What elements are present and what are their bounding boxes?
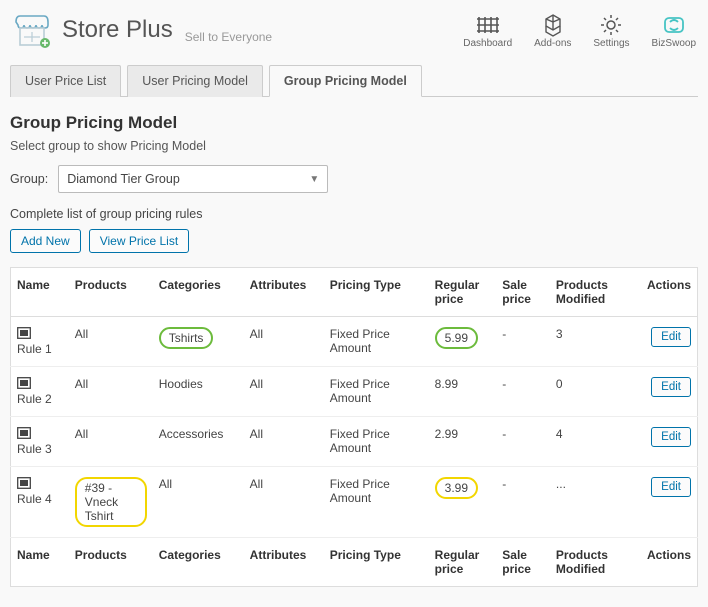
table-row: Rule 1AllTshirtsAllFixed Price Amount5.9…	[11, 317, 698, 367]
cell-regular-price: 3.99	[429, 467, 497, 538]
cell-regular-price: 2.99	[429, 417, 497, 467]
rule-name: Rule 2	[17, 392, 63, 406]
th-categories: Categories	[153, 268, 244, 317]
top-nav: Dashboard Add-ons	[463, 12, 696, 49]
header: Store Plus Sell to Everyone Dashboard	[10, 6, 698, 60]
cell-categories: Accessories	[153, 417, 244, 467]
cell-products: All	[69, 417, 153, 467]
cell-pricing-type: Fixed Price Amount	[324, 467, 429, 538]
edit-button[interactable]: Edit	[651, 377, 691, 397]
th-regular-price: Regular price	[429, 268, 497, 317]
tf-regular-price: Regular price	[429, 538, 497, 587]
edit-button[interactable]: Edit	[651, 477, 691, 497]
cell-attributes: All	[244, 367, 324, 417]
nav-addons-label: Add-ons	[534, 38, 571, 49]
settings-icon	[598, 12, 624, 38]
tabs: User Price List User Pricing Model Group…	[10, 64, 698, 97]
cell-sale-price: -	[496, 467, 550, 538]
th-actions: Actions	[632, 268, 698, 317]
cell-sale-price: -	[496, 317, 550, 367]
cell-attributes: All	[244, 467, 324, 538]
nav-settings[interactable]: Settings	[593, 12, 629, 49]
edit-button[interactable]: Edit	[651, 427, 691, 447]
cell-modified: 4	[550, 417, 632, 467]
th-sale-price: Sale price	[496, 268, 550, 317]
cell-pricing-type: Fixed Price Amount	[324, 317, 429, 367]
tab-user-pricing-model[interactable]: User Pricing Model	[127, 65, 263, 97]
th-products-modified: Products Modified	[550, 268, 632, 317]
nav-dashboard[interactable]: Dashboard	[463, 12, 512, 49]
cell-sale-price: -	[496, 367, 550, 417]
tf-categories: Categories	[153, 538, 244, 587]
tf-attributes: Attributes	[244, 538, 324, 587]
drag-handle-icon[interactable]	[17, 477, 63, 489]
group-select-value: Diamond Tier Group	[67, 172, 180, 186]
cell-modified: 0	[550, 367, 632, 417]
tf-products: Products	[69, 538, 153, 587]
tf-actions: Actions	[632, 538, 698, 587]
cell-pricing-type: Fixed Price Amount	[324, 367, 429, 417]
drag-handle-icon[interactable]	[17, 427, 63, 439]
rule-name: Rule 4	[17, 492, 63, 506]
rule-name: Rule 3	[17, 442, 63, 456]
nav-settings-label: Settings	[593, 38, 629, 49]
nav-bizswoop[interactable]: BizSwoop	[652, 12, 696, 49]
th-pricing-type: Pricing Type	[324, 268, 429, 317]
cell-regular-price: 8.99	[429, 367, 497, 417]
table-row: Rule 2AllHoodiesAllFixed Price Amount8.9…	[11, 367, 698, 417]
dashboard-icon	[475, 12, 501, 38]
cell-categories: Hoodies	[153, 367, 244, 417]
group-label: Group:	[10, 172, 48, 186]
cell-attributes: All	[244, 417, 324, 467]
th-products: Products	[69, 268, 153, 317]
drag-handle-icon[interactable]	[17, 327, 63, 339]
th-name: Name	[11, 268, 69, 317]
cell-modified: 3	[550, 317, 632, 367]
addons-icon	[540, 12, 566, 38]
brand-tagline: Sell to Everyone	[185, 30, 272, 44]
tf-sale-price: Sale price	[496, 538, 550, 587]
edit-button[interactable]: Edit	[651, 327, 691, 347]
drag-handle-icon[interactable]	[17, 377, 63, 389]
brand-title: Store Plus	[62, 16, 173, 44]
store-logo	[12, 10, 52, 50]
th-attributes: Attributes	[244, 268, 324, 317]
nav-bizswoop-label: BizSwoop	[652, 38, 696, 49]
cell-sale-price: -	[496, 417, 550, 467]
page-title: Group Pricing Model	[10, 113, 698, 133]
nav-addons[interactable]: Add-ons	[534, 12, 571, 49]
tab-user-price-list[interactable]: User Price List	[10, 65, 121, 97]
cell-products: #39 - Vneck Tshirt	[69, 467, 153, 538]
tf-pricing-type: Pricing Type	[324, 538, 429, 587]
view-price-list-button[interactable]: View Price List	[89, 229, 189, 253]
rules-table: Name Products Categories Attributes Pric…	[10, 267, 698, 587]
cell-pricing-type: Fixed Price Amount	[324, 417, 429, 467]
cell-attributes: All	[244, 317, 324, 367]
tf-products-modified: Products Modified	[550, 538, 632, 587]
tf-name: Name	[11, 538, 69, 587]
tab-group-pricing-model[interactable]: Group Pricing Model	[269, 65, 422, 97]
rule-name: Rule 1	[17, 342, 63, 356]
cell-regular-price: 5.99	[429, 317, 497, 367]
cell-products: All	[69, 317, 153, 367]
bizswoop-icon	[661, 12, 687, 38]
add-new-button[interactable]: Add New	[10, 229, 81, 253]
table-row: Rule 4#39 - Vneck TshirtAllAllFixed Pric…	[11, 467, 698, 538]
nav-dashboard-label: Dashboard	[463, 38, 512, 49]
table-row: Rule 3AllAccessoriesAllFixed Price Amoun…	[11, 417, 698, 467]
cell-modified: ...	[550, 467, 632, 538]
cell-products: All	[69, 367, 153, 417]
page-subtitle: Select group to show Pricing Model	[10, 139, 698, 153]
chevron-down-icon: ▼	[309, 174, 319, 185]
group-select[interactable]: Diamond Tier Group ▼	[58, 165, 328, 193]
cell-categories: All	[153, 467, 244, 538]
list-caption: Complete list of group pricing rules	[10, 207, 698, 221]
cell-categories: Tshirts	[153, 317, 244, 367]
